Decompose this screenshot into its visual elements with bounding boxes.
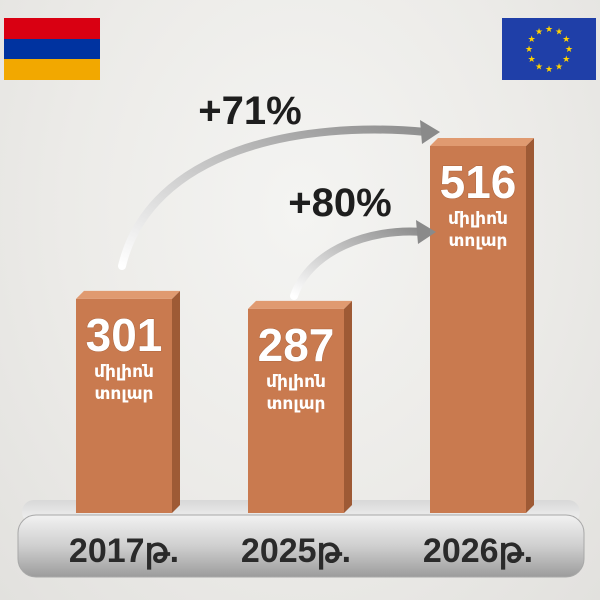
bar-unit-label-line1: միլիոն <box>266 372 326 392</box>
eu-star-icon: ★ <box>535 62 543 72</box>
arrow-head-icon <box>420 120 440 144</box>
platform-front <box>17 514 585 578</box>
bar-value-label: 301 <box>86 309 163 361</box>
bar-side <box>172 290 180 513</box>
growth-arrow-1: +71% <box>118 89 440 270</box>
bar-unit-label-line1: միլիոն <box>94 362 154 382</box>
eu-star-icon: ★ <box>562 55 570 65</box>
bar-front <box>248 308 344 513</box>
eu-star-icon: ★ <box>535 28 543 38</box>
x-tick-label: 2017թ. <box>69 532 179 570</box>
bar-unit-label-line2: տոլար <box>449 231 508 251</box>
flag-stripe-orange <box>4 59 100 80</box>
bar-front <box>430 146 526 513</box>
eu-star-icon: ★ <box>545 25 553 35</box>
bar-value-label: 287 <box>258 319 335 371</box>
arrow-curve <box>290 227 426 300</box>
eu-star-icon: ★ <box>528 55 536 65</box>
bar-unit-label-line2: տոլար <box>95 384 154 404</box>
growth-annotation-label: +71% <box>198 89 301 133</box>
bar-side <box>526 138 534 513</box>
eu-star-icon: ★ <box>545 65 553 75</box>
eu-star-icon: ★ <box>562 35 570 45</box>
eu-star-icon: ★ <box>525 45 533 55</box>
arrow-head-icon <box>416 220 436 244</box>
bar-top <box>76 290 180 299</box>
x-tick-label: 2025թ. <box>241 532 351 570</box>
x-tick-label: 2026թ. <box>423 532 533 570</box>
flag-stripe-red <box>4 18 100 39</box>
bar-top <box>248 300 352 309</box>
eu-star-icon: ★ <box>555 62 563 72</box>
bar-value-label: 516 <box>440 156 517 208</box>
bar-top <box>430 138 534 146</box>
bar-unit-label-line2: տոլար <box>267 394 326 414</box>
growth-arrow-2: +80% <box>288 181 436 300</box>
growth-annotation-label: +80% <box>288 181 391 225</box>
flag-stripe-blue <box>4 38 100 60</box>
arrow-curve <box>118 125 430 270</box>
eu-stars: ★★★★★★★★★ ★ ★★ <box>525 25 573 75</box>
bar-front <box>76 298 172 513</box>
bar-unit-label-line1: միլիոն <box>448 209 508 229</box>
eu-flag-icon: ★ ★ ★ ★ ★ ★ ★ ★ ★ ★ ★ ★ <box>502 18 596 80</box>
armenia-flag-icon <box>4 18 100 80</box>
eu-star-icon: ★ <box>565 45 573 55</box>
eu-star-icon: ★ <box>555 28 563 38</box>
bar-side <box>344 300 352 513</box>
eu-star-icon: ★ <box>528 35 536 45</box>
